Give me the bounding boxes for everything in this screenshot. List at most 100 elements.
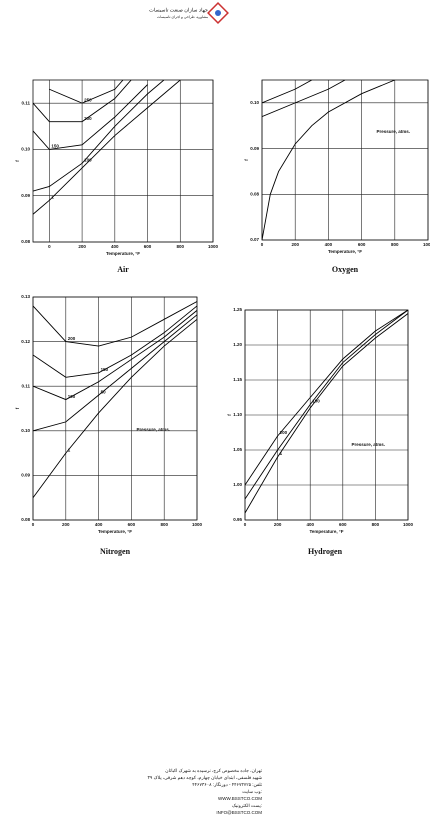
x-tick-label: 800: [391, 242, 399, 247]
y-tick-label: 0.95: [233, 517, 242, 522]
x-tick-label: 400: [306, 522, 314, 527]
curve-label: 200: [280, 430, 288, 435]
curve: [262, 80, 346, 117]
y-tick-label: 0.13: [21, 294, 30, 299]
curve: [33, 318, 197, 498]
logo: [207, 2, 229, 24]
curve: [33, 301, 197, 347]
company-tagline: مشاوره، طراحی و اجرای تاسیسات: [157, 14, 208, 19]
y-axis-label: f: [227, 414, 232, 416]
curve-label: 50: [101, 389, 107, 394]
x-tick-label: 200: [274, 522, 282, 527]
y-tick-label: 0.09: [21, 473, 30, 478]
curve-label: 150: [51, 144, 59, 149]
curve-label: 1: [280, 451, 283, 456]
y-tick-label: 0.10: [21, 428, 30, 433]
company-name: جهاد سازان صنعت تاسیسات: [149, 7, 208, 13]
y-axis-label: f: [15, 407, 20, 409]
annotation: Pressure, atms.: [136, 427, 170, 432]
x-tick-label: 200: [291, 242, 299, 247]
plot-frame: [32, 296, 198, 521]
curve: [245, 313, 408, 514]
curve: [33, 80, 181, 215]
y-tick-label: 0.11: [21, 383, 30, 388]
curve: [262, 80, 395, 240]
x-tick-label: 1000: [403, 522, 414, 527]
chart-title: Air: [117, 265, 129, 274]
x-tick-label: 800: [372, 522, 380, 527]
x-axis-label: Temperature, °F: [328, 249, 362, 254]
x-tick-label: 400: [325, 242, 333, 247]
curve: [33, 305, 197, 378]
y-tick-label: 0.08: [21, 517, 30, 522]
footer-line: WWW.BSSTCO.COM: [218, 796, 262, 801]
curve: [49, 80, 124, 104]
plot: 0.07 0.08 0.09 0.10 0 200 400 600 800 1000 Tempera…: [244, 79, 430, 274]
annotation: Pressure, atms.: [376, 129, 410, 134]
y-tick-label: 0.07: [250, 237, 259, 242]
y-tick-label: 0.12: [21, 339, 30, 344]
y-tick-label: 0.08: [21, 239, 30, 244]
curve: [245, 310, 408, 486]
curve-label: 100: [68, 394, 76, 399]
chart-title: Oxygen: [332, 265, 359, 274]
chart-title: Nitrogen: [100, 547, 131, 556]
curve: [33, 314, 197, 432]
x-tick-label: 600: [358, 242, 366, 247]
x-axis-label: Temperature, °F: [310, 529, 344, 534]
x-tick-label: 800: [160, 522, 168, 527]
y-axis-label: f: [244, 159, 249, 161]
plot: 0.95 1.00 1.05 1.10 1.15 1.20 1.25 0 200 400 600 80…: [227, 307, 413, 556]
x-tick-label: 0: [32, 522, 35, 527]
x-tick-label: 400: [95, 522, 103, 527]
y-tick-label: 1.25: [233, 307, 242, 312]
x-tick-label: 400: [111, 244, 119, 249]
y-tick-label: 0.08: [250, 191, 259, 196]
curve: [33, 80, 165, 192]
footer-line: INFO@BSSTCO.COM: [216, 810, 262, 815]
footer-line: پست الکترونیک:: [232, 803, 262, 809]
curve: [245, 310, 408, 500]
chart-title: Hydrogen: [308, 547, 343, 556]
curve-label: 150: [101, 367, 109, 372]
x-tick-label: 600: [339, 522, 347, 527]
curve-label: 250: [84, 97, 92, 102]
curve: [262, 80, 313, 104]
x-tick-label: 200: [78, 244, 86, 249]
footer-line: تلفن: ۴۴۶۷۳۷۲۵ - دورنگار: ۴۴۶۷۳۶۰۸: [192, 781, 263, 788]
curve: [33, 80, 132, 123]
plot: 0.08 0.09 0.10 0.11 0 200 400 600 800 1000 1 100 150…: [15, 79, 219, 274]
x-axis-label: Temperature, °F: [98, 529, 132, 534]
y-tick-label: 0.09: [250, 146, 259, 151]
x-tick-label: 600: [128, 522, 136, 527]
y-tick-label: 1.05: [233, 447, 242, 452]
curve-label: 200: [84, 116, 92, 121]
x-tick-label: 600: [144, 244, 152, 249]
x-tick-label: 1000: [192, 522, 203, 527]
footer-line: وب سایت:: [242, 789, 262, 795]
y-tick-label: 1.10: [233, 412, 242, 417]
x-tick-label: 800: [177, 244, 185, 249]
x-tick-label: 0: [48, 244, 51, 249]
y-tick-label: 0.10: [250, 100, 259, 105]
x-tick-label: 1000: [423, 242, 430, 247]
curve-label: 100: [312, 399, 320, 404]
y-tick-label: 1.20: [233, 342, 242, 347]
plot-frame: [244, 309, 409, 521]
x-tick-label: 0: [261, 242, 264, 247]
y-tick-label: 1.00: [233, 482, 242, 487]
y-tick-label: 0.10: [21, 147, 30, 152]
y-axis-label: f: [15, 160, 20, 162]
y-tick-label: 1.15: [233, 377, 242, 382]
curve: [33, 310, 197, 401]
curve-label: 200: [68, 336, 76, 341]
footer-line: تهران، جاده مخصوص کرج، نرسیده به شهرک اک…: [165, 768, 262, 774]
x-tick-label: 200: [62, 522, 70, 527]
x-tick-label: 1000: [208, 244, 219, 249]
curve-label: 100: [84, 158, 92, 163]
y-tick-label: 0.09: [21, 193, 30, 198]
annotation: Pressure, atms.: [351, 442, 385, 447]
y-tick-label: 0.11: [21, 100, 30, 105]
